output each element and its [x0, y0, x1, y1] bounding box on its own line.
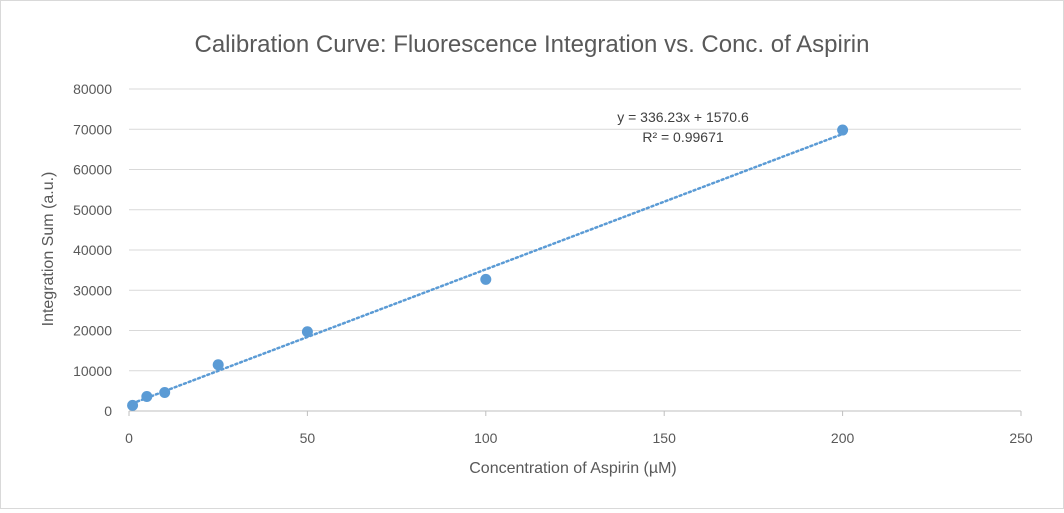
trendline-equation: y = 336.23x + 1570.6: [617, 109, 749, 125]
chart-title: Calibration Curve: Fluorescence Integrat…: [195, 31, 870, 58]
data-point: [159, 386, 171, 398]
data-point: [837, 124, 849, 136]
data-points: [127, 124, 849, 411]
data-point: [127, 399, 139, 411]
x-tick-label: 250: [1009, 430, 1033, 446]
y-tick-label: 50000: [73, 202, 112, 218]
y-tick-label: 10000: [73, 363, 112, 379]
x-tick-label: 150: [653, 430, 677, 446]
x-tick-label: 200: [831, 430, 855, 446]
y-tick-label: 40000: [73, 242, 112, 258]
gridlines: [129, 88, 1021, 372]
y-tick-label: 20000: [73, 323, 112, 339]
data-point: [480, 273, 492, 285]
axes: 0 10000 20000 30000 40000 50000 60000 70000 8000…: [73, 81, 1033, 446]
x-axis-label: Concentration of Aspirin (µM): [469, 460, 677, 477]
y-tick-label: 0: [104, 403, 112, 419]
y-tick-label: 80000: [73, 81, 112, 97]
y-axis-label: Integration Sum (a.u.): [40, 172, 57, 327]
y-tick-label: 70000: [73, 121, 112, 137]
linear-trendline: [131, 132, 844, 405]
y-tick-label: 60000: [73, 162, 112, 178]
data-point: [301, 326, 313, 338]
data-point: [141, 391, 153, 403]
trendline-r-squared: R² = 0.99671: [642, 129, 724, 145]
x-tick-label: 100: [474, 430, 498, 446]
x-tick-label: 0: [125, 430, 133, 446]
trendline-group: [131, 132, 844, 405]
y-tick-label: 30000: [73, 282, 112, 298]
data-point: [212, 359, 224, 371]
x-tick-label: 50: [300, 430, 316, 446]
